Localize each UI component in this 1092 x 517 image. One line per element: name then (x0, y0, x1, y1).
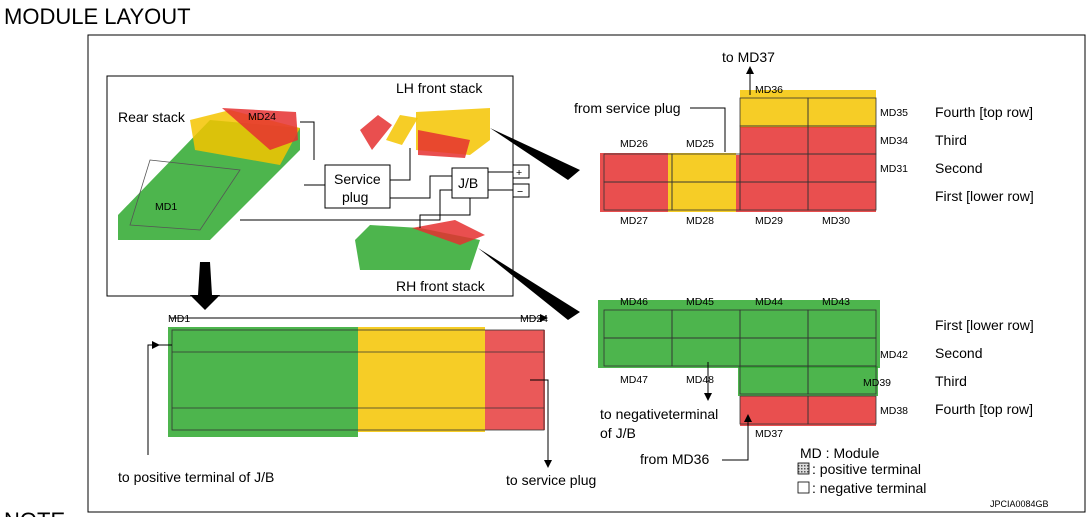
module-label: MD45 (686, 296, 714, 308)
module-label: MD46 (620, 296, 648, 308)
label: of J/B (600, 425, 636, 441)
rear-stack: MD1 MD24 to positive terminal of J/B to … (118, 313, 596, 488)
module-label: MD30 (822, 215, 850, 227)
module-label: MD28 (686, 215, 714, 227)
module-label: MD44 (755, 296, 783, 308)
module-label: MD42 (880, 349, 908, 361)
label: LH front stack (396, 80, 483, 96)
legend: MD : Module : positive terminal : negati… (797, 445, 1049, 509)
frame (87, 34, 1086, 513)
legend-entry: MD : Module (800, 445, 880, 461)
module-label: MD1 (168, 313, 190, 325)
label: to negativeterminal (600, 406, 718, 422)
module-label: MD25 (686, 138, 714, 150)
label: RH front stack (396, 278, 486, 294)
module-label: MD27 (620, 215, 648, 227)
module-label: MD1 (155, 201, 177, 213)
legend-entry: : positive terminal (812, 461, 921, 477)
row-label: First [lower row] (935, 188, 1034, 204)
label: J/B (458, 175, 478, 191)
row-label: Second (935, 345, 982, 361)
module-label: MD31 (880, 163, 908, 175)
module-label: MD43 (822, 296, 850, 308)
row-label: Third (935, 373, 967, 389)
module-label: MD48 (686, 374, 714, 386)
module-label: MD47 (620, 374, 648, 386)
module-label: MD36 (755, 84, 783, 96)
row-label: Third (935, 132, 967, 148)
row-label: Fourth [top row] (935, 104, 1033, 120)
label: plug (342, 189, 368, 205)
module-label: MD38 (880, 405, 908, 417)
row-label: Second (935, 160, 982, 176)
label: to service plug (506, 472, 596, 488)
module-label: MD34 (880, 135, 908, 147)
label: from MD36 (640, 451, 709, 467)
module-label: MD24 (520, 313, 548, 325)
lh-stack: to MD37 MD36 from service plug MD26 MD25… (574, 49, 1034, 227)
rh-stack: MD46 MD45 MD44 MD43 MD42 MD47 MD48 MD39 … (598, 296, 1034, 467)
module-label: MD35 (880, 107, 908, 119)
label: Service (334, 171, 381, 187)
module-label: MD26 (620, 138, 648, 150)
label: to MD37 (722, 49, 775, 65)
overview: Rear stack LH front stack RH front stack… (106, 75, 580, 320)
module-label: MD37 (755, 428, 783, 440)
label: − (517, 186, 523, 198)
label: + (516, 167, 522, 179)
note: NOTE (4, 508, 65, 517)
row-label: First [lower row] (935, 317, 1034, 333)
legend-entry: : negative terminal (812, 480, 926, 496)
label: Rear stack (118, 109, 186, 125)
label: to positive terminal of J/B (118, 469, 274, 485)
module-label: MD24 (248, 111, 276, 123)
label: from service plug (574, 100, 681, 116)
page-title: MODULE LAYOUT (4, 4, 191, 29)
module-label: MD29 (755, 215, 783, 227)
figure-code: JPCIA0084GB (990, 499, 1049, 509)
module-label: MD39 (863, 377, 891, 389)
row-label: Fourth [top row] (935, 401, 1033, 417)
